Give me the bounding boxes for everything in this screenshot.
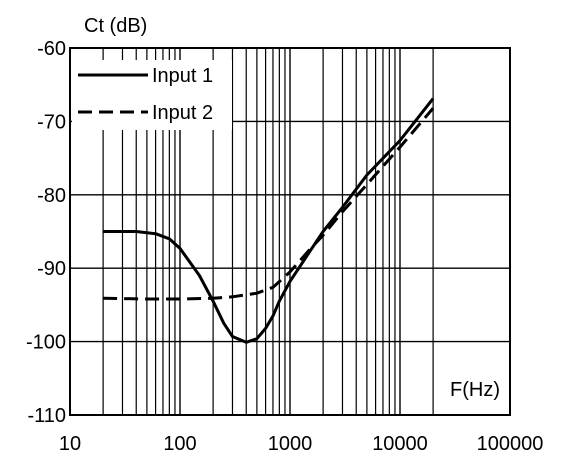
y-tick-label: -110 xyxy=(27,405,66,427)
legend-label-1: Input 1 xyxy=(152,65,213,87)
y-tick-label: -100 xyxy=(26,332,66,354)
x-axis-title-background xyxy=(436,374,504,402)
series-line-2 xyxy=(103,107,435,301)
x-tick-labels: 10 100 1000 10000 100000 xyxy=(59,433,544,455)
x-tick-label: 100000 xyxy=(477,433,544,455)
x-tick-label: 1000 xyxy=(268,433,313,455)
y-tick-label: -90 xyxy=(37,258,66,280)
data-lines xyxy=(103,97,435,344)
legend-label-2: Input 2 xyxy=(152,102,213,124)
x-axis-title: F(Hz) xyxy=(450,379,500,401)
x-tick-label: 10 xyxy=(59,433,81,455)
x-tick-label: 10000 xyxy=(372,433,428,455)
y-tick-labels: -60 -70 -80 -90 -100 -110 xyxy=(26,38,66,427)
plot-frame xyxy=(69,47,511,416)
x-tick-label: 100 xyxy=(163,433,196,455)
y-tick-label: -60 xyxy=(37,38,66,60)
y-tick-label: -70 xyxy=(37,111,66,133)
y-tick-label: -80 xyxy=(37,185,66,207)
y-axis-title: Ct (dB) xyxy=(84,15,147,37)
legend-background xyxy=(72,60,232,130)
legend: Input 1 Input 2 xyxy=(78,65,213,124)
series-line-1 xyxy=(103,97,435,344)
